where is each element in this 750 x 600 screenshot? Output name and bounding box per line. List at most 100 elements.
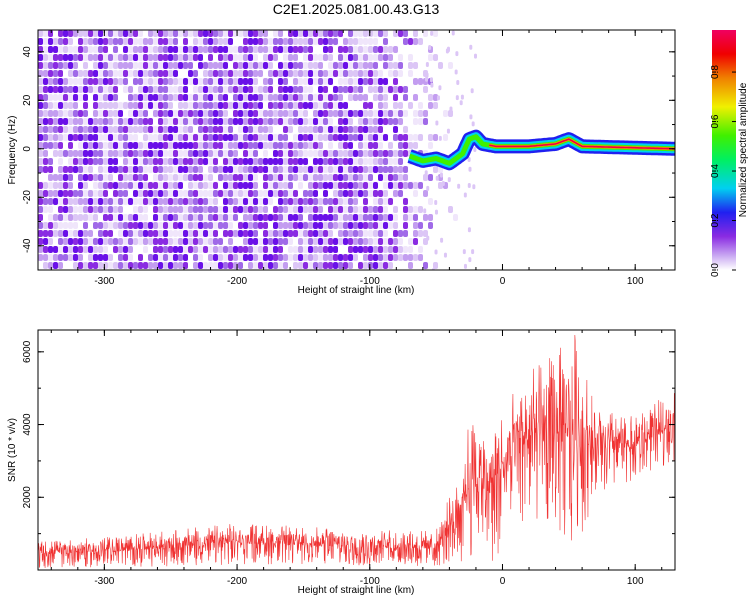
spectrogram-cell xyxy=(188,166,193,173)
spectrogram-cell xyxy=(278,30,283,37)
spectrogram-cell xyxy=(43,70,48,77)
spectrogram-cell xyxy=(108,150,113,157)
spectrogram-cell xyxy=(213,134,218,141)
spectrogram-cell xyxy=(358,238,363,245)
x-tick-label: 0 xyxy=(500,276,506,287)
spectrogram-cell xyxy=(193,94,198,101)
spectrogram-cell xyxy=(288,230,293,237)
spectrogram-cell xyxy=(38,102,43,109)
spectrogram-cell xyxy=(388,86,393,93)
spectrogram-cell xyxy=(293,230,298,237)
spectrogram-cell xyxy=(113,70,118,77)
spectrogram-cell xyxy=(88,230,93,237)
spectrogram-cell xyxy=(383,174,388,181)
spectrogram-cell xyxy=(218,214,223,221)
spectrogram-cell xyxy=(368,54,373,61)
spectrogram-cell xyxy=(343,198,348,205)
spectrogram-cell xyxy=(288,70,293,77)
spectrogram-cell xyxy=(218,86,223,93)
spectrogram-cell xyxy=(153,166,158,173)
spectrogram-cell xyxy=(168,94,173,101)
colorbar-label: Normalized spectral amplitude xyxy=(738,82,749,217)
spectrogram-cell xyxy=(358,262,363,269)
spectrogram-cell xyxy=(178,78,183,85)
spectrogram-cell xyxy=(373,238,378,245)
spectrogram-cell xyxy=(308,134,313,141)
spectrogram-cell xyxy=(435,120,439,126)
spectrogram-cell xyxy=(423,190,428,197)
spectrogram-cell xyxy=(108,126,113,133)
spectrogram-cell xyxy=(48,70,53,77)
spectrogram-cell xyxy=(118,62,123,69)
spectrogram-cell xyxy=(308,78,313,85)
spectrogram-cell xyxy=(378,86,383,93)
spectrogram-cell xyxy=(348,46,353,53)
spectrogram-cell xyxy=(103,118,108,125)
spectrogram-cell xyxy=(253,166,258,173)
spectrogram-cell xyxy=(183,134,188,141)
spectrogram-cell xyxy=(188,70,193,77)
spectrogram-cell xyxy=(218,118,223,125)
spectrogram-cell xyxy=(343,118,348,125)
spectrogram-cell xyxy=(113,134,118,141)
spectrogram-cell xyxy=(393,86,398,93)
spectrogram-cell xyxy=(238,262,243,269)
spectrogram-cell xyxy=(243,102,248,109)
spectrogram-cell xyxy=(283,198,288,205)
spectrogram-cell xyxy=(393,46,398,53)
spectrogram-cell xyxy=(93,150,98,157)
snr-plot-area xyxy=(38,330,675,570)
spectrogram-cell xyxy=(98,206,103,213)
spectrogram-cell xyxy=(108,174,113,181)
spectrogram-cell xyxy=(248,86,253,93)
spectrogram-cell xyxy=(203,126,208,133)
spectrogram-cell xyxy=(68,150,73,157)
spectrogram-cell xyxy=(138,254,143,261)
spectrogram-cell xyxy=(198,94,203,101)
spectrogram-cell xyxy=(253,142,258,149)
spectrogram-cell xyxy=(58,166,63,173)
spectrogram-cell xyxy=(323,94,328,101)
spectrogram-cell xyxy=(173,182,178,189)
spectrogram-cell xyxy=(373,94,378,101)
spectrogram-cell xyxy=(288,62,293,69)
spectrogram-cell xyxy=(78,246,83,253)
spectrogram-cell xyxy=(383,102,388,109)
x-tick-label: -200 xyxy=(227,276,247,287)
spectrogram-cell xyxy=(323,110,328,117)
spectrogram-cell xyxy=(383,206,388,213)
spectrogram-cell xyxy=(373,126,378,133)
spectrogram-cell xyxy=(373,166,378,173)
spectrogram-cell xyxy=(213,166,218,173)
spectrogram-cell xyxy=(148,198,153,205)
spectrogram-cell xyxy=(238,62,243,69)
spectrogram-cell xyxy=(278,102,283,109)
spectrogram-cell xyxy=(48,166,53,173)
spectrogram-cell xyxy=(383,54,388,61)
spectrogram-cell xyxy=(113,118,118,125)
spectrogram-cell xyxy=(328,150,333,157)
spectrogram-cell xyxy=(68,78,73,85)
spectrogram-cell xyxy=(268,38,273,45)
spectrogram-cell xyxy=(53,94,58,101)
spectrogram-cell xyxy=(308,214,313,221)
spectrogram-cell xyxy=(471,249,475,255)
spectrogram-cell xyxy=(373,110,378,117)
spectrogram-cell xyxy=(358,70,363,77)
spectrogram-cell xyxy=(278,142,283,149)
spectrogram-cell xyxy=(118,78,123,85)
spectrogram-cell xyxy=(238,166,243,173)
spectrogram-cell xyxy=(263,222,268,229)
spectrogram-cell xyxy=(53,150,58,157)
spectrogram-cell xyxy=(143,38,148,45)
spectrogram-cell xyxy=(403,150,408,157)
spectrogram-cell xyxy=(213,110,218,117)
spectrogram-cell xyxy=(53,70,58,77)
spectrogram-cell xyxy=(83,94,88,101)
spectrogram-cell xyxy=(203,238,208,245)
spectrogram-cell xyxy=(73,238,78,245)
spectrogram-cell xyxy=(318,86,323,93)
spectrogram-cell xyxy=(108,166,113,173)
spectrogram-cell xyxy=(323,214,328,221)
spectrogram-cell xyxy=(203,118,208,125)
